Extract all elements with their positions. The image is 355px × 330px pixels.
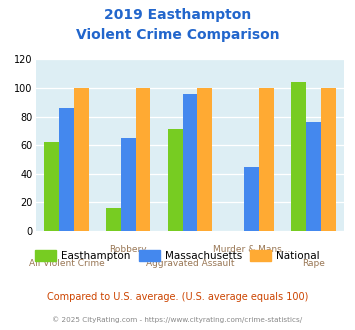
Bar: [197, 88, 212, 231]
Text: Robbery: Robbery: [109, 245, 147, 254]
Bar: [306, 122, 321, 231]
Bar: [136, 88, 151, 231]
Text: Compared to U.S. average. (U.S. average equals 100): Compared to U.S. average. (U.S. average …: [47, 292, 308, 302]
Bar: [74, 88, 89, 231]
Bar: [106, 208, 121, 231]
Bar: [168, 129, 182, 231]
Text: Aggravated Assault: Aggravated Assault: [146, 259, 234, 268]
Legend: Easthampton, Massachusetts, National: Easthampton, Massachusetts, National: [31, 246, 324, 265]
Text: Murder & Mans...: Murder & Mans...: [213, 245, 290, 254]
Text: 2019 Easthampton: 2019 Easthampton: [104, 8, 251, 22]
Bar: [244, 167, 259, 231]
Text: All Violent Crime: All Violent Crime: [28, 259, 104, 268]
Bar: [259, 88, 274, 231]
Text: Violent Crime Comparison: Violent Crime Comparison: [76, 28, 279, 42]
Text: Rape: Rape: [302, 259, 325, 268]
Bar: [291, 82, 306, 231]
Bar: [321, 88, 336, 231]
Text: © 2025 CityRating.com - https://www.cityrating.com/crime-statistics/: © 2025 CityRating.com - https://www.city…: [53, 317, 302, 323]
Bar: [182, 94, 197, 231]
Bar: [121, 138, 136, 231]
Bar: [59, 108, 74, 231]
Bar: [44, 142, 59, 231]
